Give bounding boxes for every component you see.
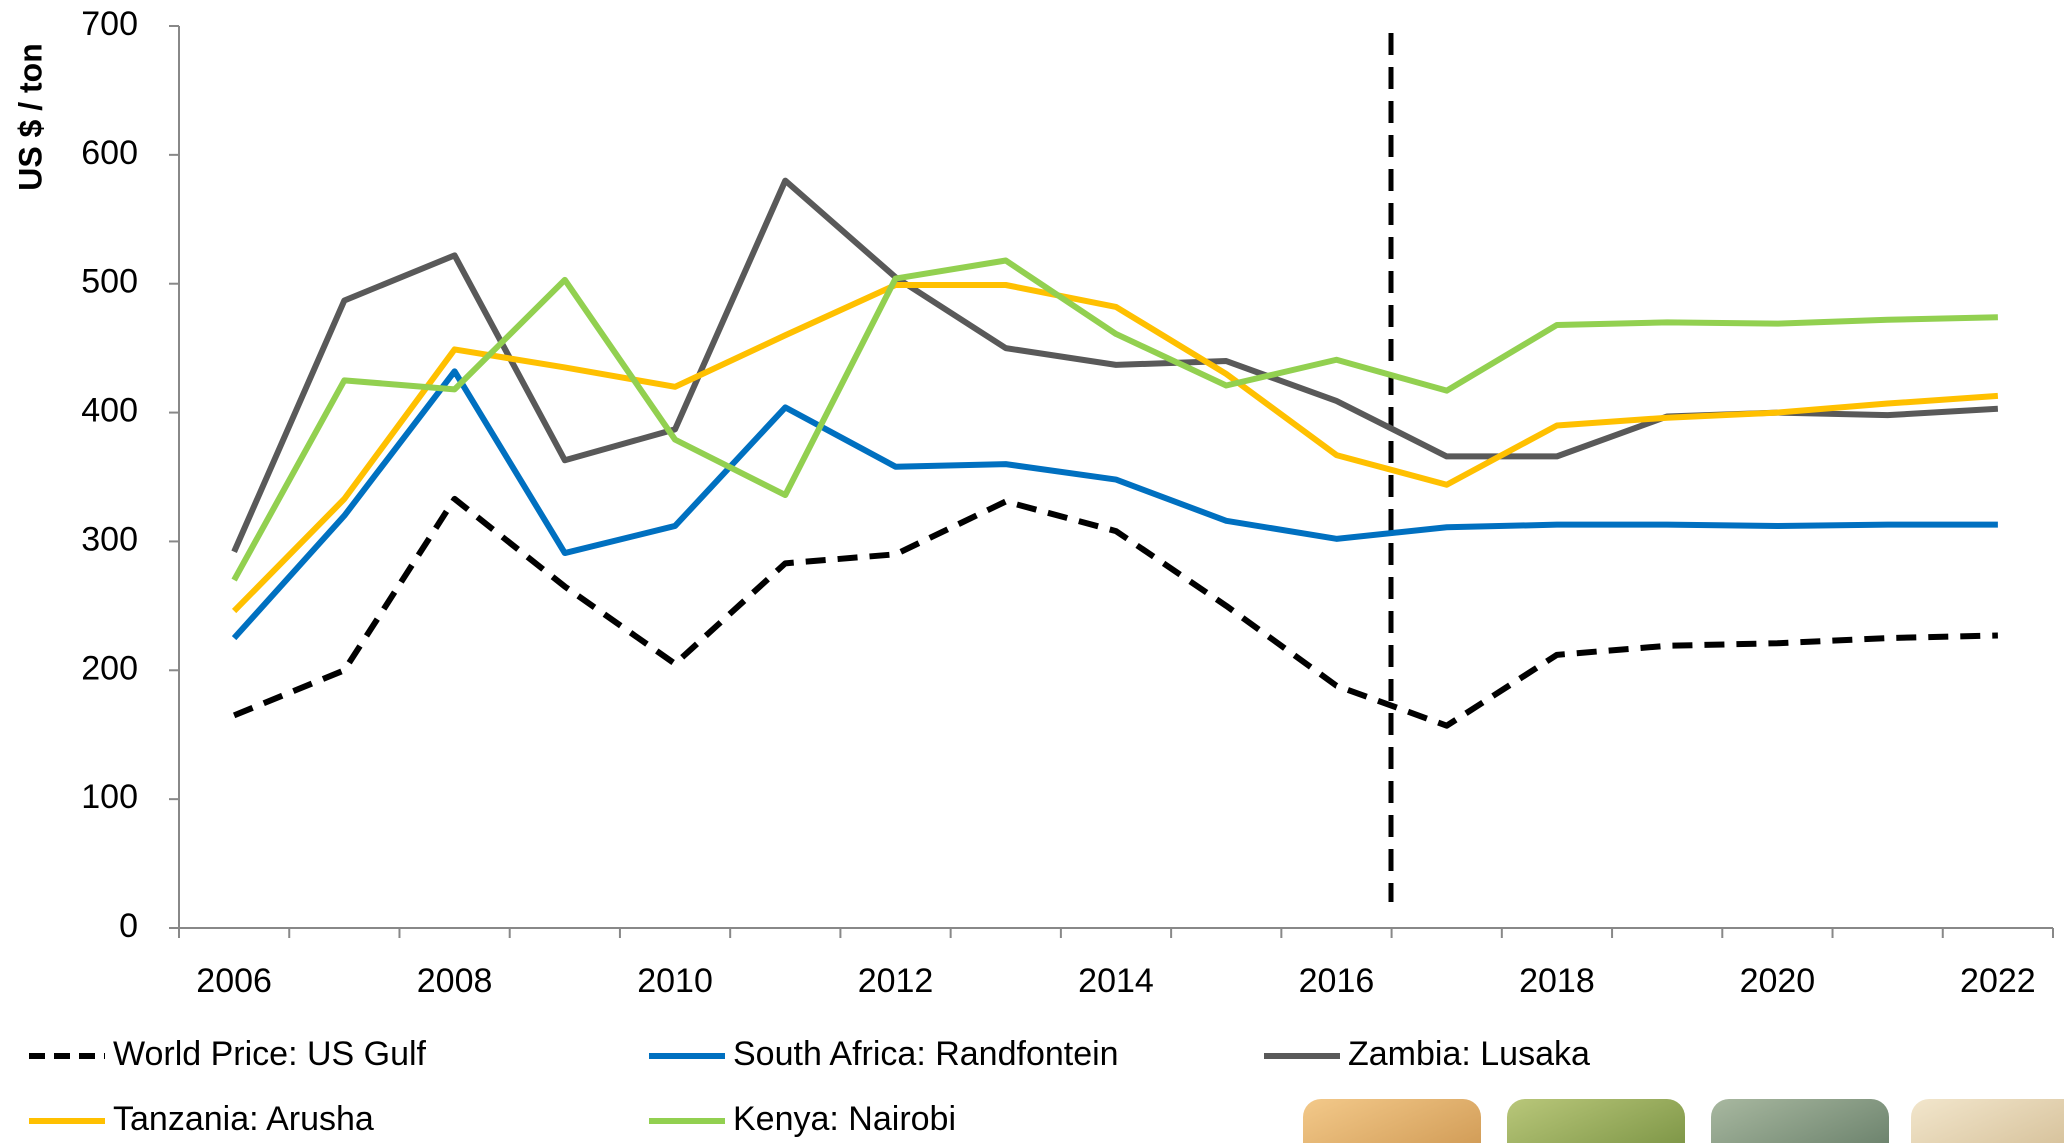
y-tick-label: 700 bbox=[81, 5, 138, 43]
x-tick-label: 2010 bbox=[637, 962, 713, 1000]
legend-label: Zambia: Lusaka bbox=[1348, 1035, 1590, 1073]
chart: US $ / ton 0 100 200 300 400 500 600 700 2006 200… bbox=[0, 0, 2064, 1143]
y-tick-label: 300 bbox=[81, 520, 138, 558]
photo bbox=[1303, 1099, 1481, 1143]
legend-label: Kenya: Nairobi bbox=[733, 1100, 956, 1138]
legend-label: South Africa: Randfontein bbox=[733, 1035, 1119, 1073]
series-line bbox=[234, 181, 1998, 552]
page: US $ / ton 0 100 200 300 400 500 600 700 2006 200… bbox=[0, 0, 2064, 1143]
x-tick-label: 2018 bbox=[1519, 962, 1595, 1000]
y-axis-label: US $ / ton bbox=[12, 43, 48, 191]
photo bbox=[1711, 1099, 1889, 1143]
x-tick-label: 2012 bbox=[858, 962, 934, 1000]
x-tick-label: 2008 bbox=[417, 962, 493, 1000]
y-tick-label: 100 bbox=[81, 778, 138, 816]
y-tick-label: 200 bbox=[81, 649, 138, 687]
y-tick-label: 600 bbox=[81, 134, 138, 172]
legend-label: World Price: US Gulf bbox=[113, 1035, 427, 1073]
legend-label: Tanzania: Arusha bbox=[113, 1100, 374, 1138]
y-tick-label: 400 bbox=[81, 392, 138, 430]
photo bbox=[1911, 1099, 2064, 1143]
y-tick-label: 0 bbox=[119, 907, 138, 945]
x-tick-label: 2020 bbox=[1740, 962, 1816, 1000]
photo bbox=[1507, 1099, 1685, 1143]
x-tick-label: 2006 bbox=[196, 962, 272, 1000]
x-tick-label: 2022 bbox=[1960, 962, 2036, 1000]
x-tick-label: 2016 bbox=[1299, 962, 1375, 1000]
y-tick-label: 500 bbox=[81, 263, 138, 301]
x-tick-label: 2014 bbox=[1078, 962, 1154, 1000]
series-line bbox=[234, 499, 1998, 726]
